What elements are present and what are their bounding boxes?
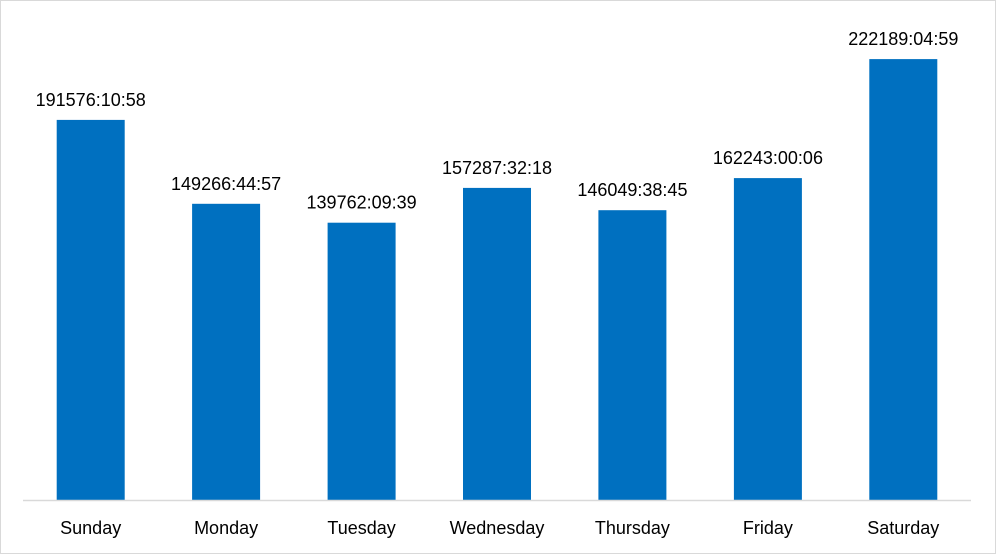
data-label-monday: 149266:44:57 [171, 174, 281, 194]
data-label-thursday: 146049:38:45 [577, 180, 687, 200]
bars-layer [56, 59, 938, 501]
bar-thursday [598, 210, 667, 500]
x-tick-label-saturday: Saturday [867, 518, 939, 538]
data-label-tuesday: 139762:09:39 [307, 193, 417, 213]
x-tick-label-thursday: Thursday [595, 518, 670, 538]
bar-monday [192, 203, 261, 501]
data-label-saturday: 222189:04:59 [848, 29, 958, 49]
x-tick-labels-layer: Sunday Monday Tuesday Wednesday Thursday Frid… [60, 518, 939, 538]
x-tick-label-wednesday: Wednesday [450, 518, 545, 538]
bar-wednesday [463, 187, 531, 500]
x-tick-label-tuesday: Tuesday [327, 518, 395, 538]
x-tick-label-sunday: Sunday [60, 518, 121, 538]
bar-saturday [869, 59, 938, 500]
data-label-wednesday: 157287:32:18 [442, 158, 552, 178]
x-tick-label-monday: Monday [194, 518, 258, 538]
bar-tuesday [327, 222, 396, 500]
bar-friday [733, 178, 802, 500]
data-labels-layer: 191576:10:58 149266:44:57 139762:09:39 1572… [36, 29, 959, 213]
x-tick-label-friday: Friday [743, 518, 793, 538]
data-label-sunday: 191576:10:58 [36, 90, 146, 110]
data-label-friday: 162243:00:06 [713, 148, 823, 168]
bar-sunday [56, 119, 125, 501]
